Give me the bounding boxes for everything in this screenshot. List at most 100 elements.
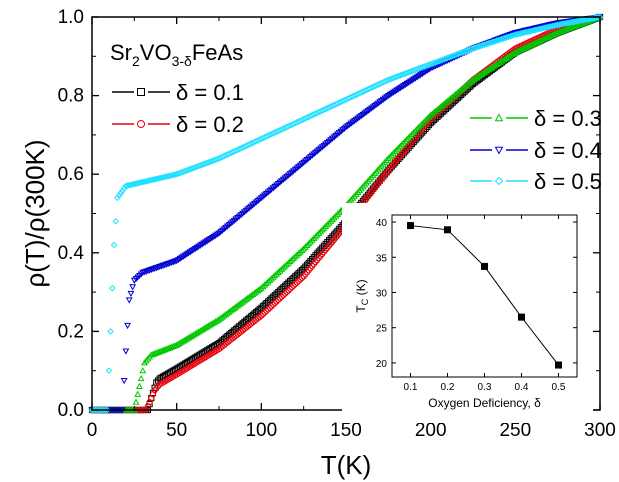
inset-y-tick-label: 25 bbox=[376, 324, 388, 335]
data-point bbox=[329, 215, 336, 223]
legend: Sr2VO3-δFeAs δ = 0.1 δ = 0.2 δ = 0.3 δ = 0.4… bbox=[110, 40, 602, 194]
inset-chart: 0.1 0.2 0.3 0.4 0.5 20 25 30 35 40 Oxygen Deficien… bbox=[342, 203, 593, 423]
data-point bbox=[545, 23, 553, 31]
data-point bbox=[142, 268, 150, 275]
data-point bbox=[395, 144, 402, 151]
data-point bbox=[305, 240, 313, 247]
legend-entry: δ = 0.1 bbox=[112, 80, 244, 105]
data-point bbox=[503, 34, 511, 41]
data-point bbox=[522, 29, 529, 36]
data-point bbox=[151, 265, 159, 272]
data-point bbox=[322, 222, 330, 229]
data-point bbox=[261, 301, 268, 308]
data-point bbox=[283, 281, 290, 288]
data-point bbox=[291, 253, 299, 260]
data-point bbox=[276, 287, 284, 294]
data-point bbox=[539, 25, 546, 32]
data-point bbox=[512, 31, 519, 38]
data-point bbox=[149, 176, 157, 184]
data-point bbox=[495, 36, 502, 44]
data-point bbox=[169, 171, 177, 179]
data-point bbox=[268, 275, 275, 282]
data-point bbox=[285, 279, 292, 286]
data-point bbox=[166, 260, 174, 267]
data-point bbox=[144, 177, 152, 185]
data-point bbox=[257, 284, 265, 291]
inset-x-tick-label: 0.4 bbox=[515, 382, 529, 393]
legend-marker bbox=[494, 146, 504, 155]
data-point bbox=[488, 39, 495, 46]
data-point bbox=[317, 227, 325, 235]
data-point bbox=[141, 269, 148, 276]
data-point bbox=[396, 142, 404, 149]
data-point bbox=[283, 260, 291, 268]
x-tick-label: 50 bbox=[166, 420, 187, 441]
data-point bbox=[288, 284, 295, 291]
data-point bbox=[581, 16, 589, 24]
data-point bbox=[271, 271, 279, 279]
data-point bbox=[424, 123, 431, 130]
inset-background bbox=[342, 203, 593, 423]
data-point bbox=[579, 16, 587, 24]
inset-y-tick-label: 20 bbox=[376, 359, 388, 370]
data-point bbox=[418, 120, 426, 127]
data-point bbox=[135, 382, 143, 389]
data-point bbox=[109, 284, 116, 292]
inset-y-tick-label: 35 bbox=[376, 253, 388, 264]
data-point bbox=[298, 246, 306, 254]
data-point bbox=[142, 177, 150, 185]
data-point bbox=[296, 248, 304, 255]
data-point bbox=[290, 282, 297, 289]
data-point bbox=[166, 172, 174, 180]
data-point bbox=[554, 21, 561, 29]
data-point bbox=[490, 38, 497, 46]
inset-data-point bbox=[518, 313, 525, 321]
data-point bbox=[139, 269, 147, 277]
data-point bbox=[258, 312, 265, 319]
data-point bbox=[144, 402, 151, 410]
data-point bbox=[523, 28, 531, 36]
data-point bbox=[127, 290, 135, 298]
data-point bbox=[401, 137, 409, 144]
data-point bbox=[288, 256, 296, 263]
data-point bbox=[137, 374, 145, 382]
data-point bbox=[149, 391, 157, 398]
data-point bbox=[423, 115, 431, 122]
data-point bbox=[578, 17, 585, 24]
data-point bbox=[484, 40, 492, 47]
data-point bbox=[263, 307, 270, 315]
legend-label: δ = 0.4 bbox=[534, 138, 602, 163]
data-point bbox=[281, 282, 289, 289]
data-point bbox=[327, 217, 335, 224]
data-point bbox=[270, 301, 277, 308]
inset-x-tick-label: 0.3 bbox=[478, 382, 492, 393]
data-point bbox=[156, 174, 164, 182]
data-point bbox=[115, 192, 123, 199]
y-tick-label: 0.6 bbox=[58, 164, 84, 185]
data-point bbox=[469, 45, 477, 52]
data-point bbox=[384, 154, 392, 162]
data-point bbox=[120, 185, 128, 192]
data-point bbox=[413, 125, 421, 132]
data-point bbox=[259, 282, 267, 290]
data-point bbox=[298, 274, 306, 282]
data-point bbox=[318, 226, 326, 233]
inset-y-tick-label: 40 bbox=[376, 218, 388, 229]
data-point bbox=[515, 30, 523, 38]
x-tick-label: 100 bbox=[245, 420, 277, 441]
data-point bbox=[425, 121, 433, 129]
x-axis-label: T(K) bbox=[321, 450, 372, 480]
data-point bbox=[557, 20, 565, 28]
legend-entry: δ = 0.5 bbox=[470, 169, 602, 194]
data-point bbox=[481, 41, 489, 48]
data-point bbox=[134, 390, 142, 397]
data-point bbox=[264, 278, 272, 285]
data-point bbox=[287, 277, 294, 285]
data-point bbox=[559, 20, 567, 28]
data-point bbox=[266, 304, 273, 311]
data-point bbox=[139, 367, 147, 374]
data-point bbox=[562, 19, 570, 27]
data-point bbox=[132, 398, 140, 405]
data-point bbox=[124, 182, 131, 189]
data-point bbox=[276, 295, 284, 302]
